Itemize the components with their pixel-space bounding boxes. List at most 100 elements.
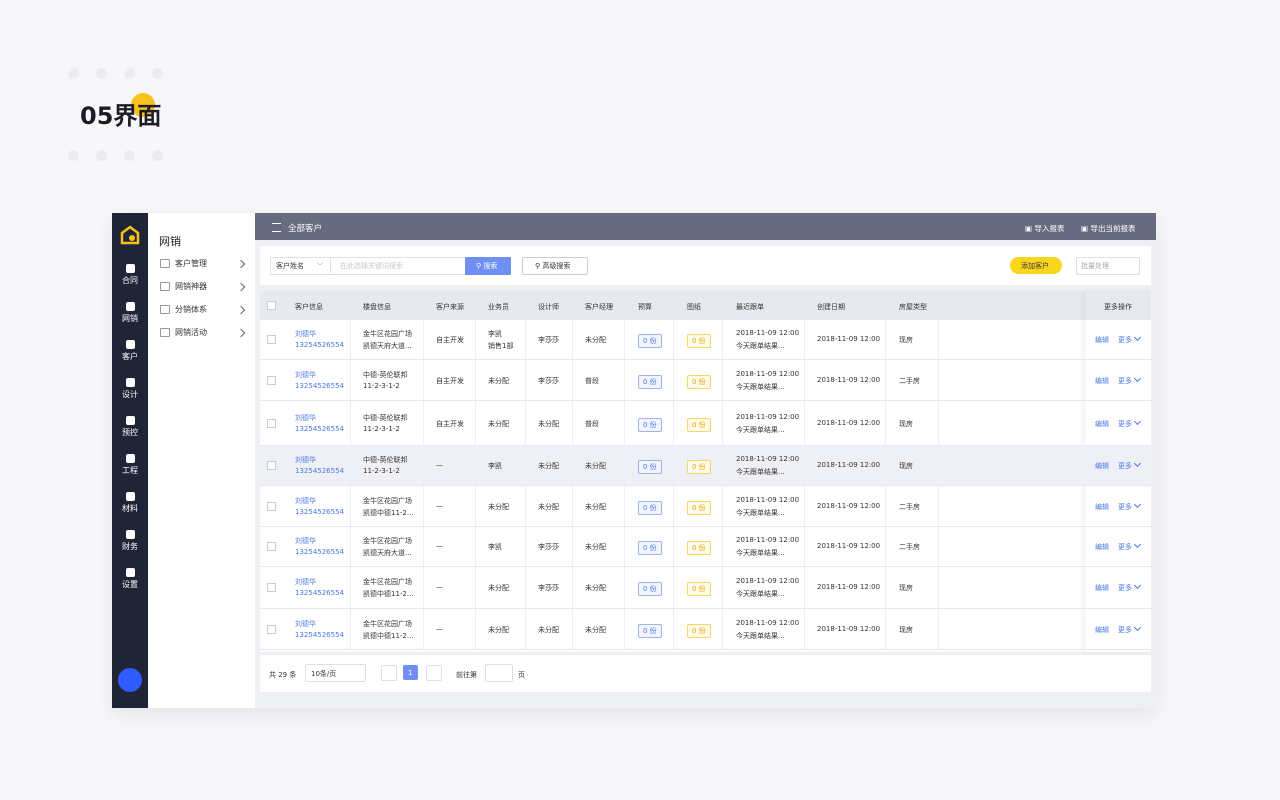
row-checkbox[interactable] (267, 542, 276, 551)
latest-follow: 今天跟单结果... (736, 468, 785, 476)
edit-link[interactable]: 编辑 (1095, 376, 1109, 385)
submenu-item[interactable]: 网销神器 (160, 281, 207, 292)
page-size-select[interactable] (305, 664, 366, 682)
next-page[interactable] (426, 665, 442, 681)
add-customer-button[interactable] (1010, 257, 1062, 274)
cell-divider (885, 486, 886, 527)
latest-follow: 2018-11-09 12:00 (736, 618, 800, 627)
more-link[interactable]: 更多 (1118, 376, 1132, 385)
row-checkbox[interactable] (267, 501, 276, 511)
property-info: 11-2-3-1-2 (363, 381, 400, 390)
property-info: 金牛区花园广场 (363, 578, 412, 586)
nav-item[interactable]: 工程 (112, 454, 148, 476)
manager: 未分配 (585, 462, 606, 470)
search-input[interactable]: 在此选择关键词搜索 (340, 262, 403, 270)
edit-link[interactable]: 编辑 (1095, 502, 1109, 511)
nav-label: 材料 (122, 504, 138, 513)
edit-link[interactable]: 编辑 (1095, 543, 1109, 551)
row-checkbox[interactable] (267, 375, 276, 385)
more-link[interactable]: 更多 (1118, 584, 1132, 592)
edit-link[interactable]: 编辑 (1095, 625, 1109, 634)
nav-item[interactable]: 客户 (112, 340, 148, 362)
logo (120, 225, 140, 245)
row-divider (260, 485, 1151, 486)
nav-item[interactable]: 设置 (112, 568, 148, 590)
advanced-search-button[interactable] (522, 257, 588, 275)
search-text: 搜索 (483, 262, 498, 270)
cell-divider (624, 609, 625, 650)
cell-divider (673, 320, 674, 360)
edit-link[interactable]: 编辑 (1095, 419, 1109, 428)
cell-divider (624, 567, 625, 609)
more-link[interactable]: 更多 (1118, 502, 1132, 511)
column-header: 图纸 (687, 303, 701, 311)
export-button[interactable]: ▣ 导出当前报表 (1081, 224, 1136, 233)
nav-item[interactable]: 网销 (112, 302, 148, 324)
submenu-item[interactable]: 分销体系 (160, 304, 207, 315)
edit-link[interactable]: 编辑 (1095, 462, 1109, 470)
nav-icon (125, 492, 135, 501)
row-checkbox[interactable] (267, 583, 276, 592)
nav-label: 网销 (122, 314, 138, 323)
nav-label: 合同 (122, 276, 138, 285)
submenu-item[interactable]: 客户管理 (160, 258, 207, 269)
cell-divider (350, 609, 351, 650)
row-checkbox[interactable] (267, 461, 276, 470)
submenu-label: 网销活动 (175, 328, 207, 337)
menu-icon[interactable] (272, 223, 281, 232)
row-checkbox[interactable] (267, 418, 276, 428)
more-link[interactable]: 更多 (1118, 336, 1132, 344)
cell-divider (350, 401, 351, 446)
more-link[interactable]: 更多 (1118, 419, 1132, 428)
more-link[interactable]: 更多 (1118, 625, 1132, 634)
salesman: 李凯 (488, 543, 502, 551)
advanced-label: ⚲ 高级搜索 (535, 262, 571, 270)
cell-divider (673, 609, 674, 650)
customer-info: 13254526554 (295, 589, 344, 597)
nav-label: 设计 (122, 390, 138, 399)
edit-link[interactable]: 编辑 (1095, 584, 1109, 592)
budget-badge: 0 份 (638, 334, 662, 348)
cell-divider (722, 446, 723, 486)
search-button[interactable] (465, 257, 511, 275)
drawings-badge: 0 份 (687, 623, 711, 638)
goto-input[interactable] (485, 664, 513, 682)
edit-link[interactable]: 编辑 (1095, 336, 1109, 344)
nav-item[interactable]: 设计 (112, 378, 148, 400)
import-button[interactable]: ▣ 导入报表 (1025, 224, 1065, 233)
cell-divider (350, 446, 351, 486)
drawings-badge: 0 份 (687, 417, 711, 432)
cell-divider (572, 486, 573, 527)
latest-follow: 今天跟单结果... (736, 631, 785, 640)
nav-item[interactable]: 合同 (112, 264, 148, 286)
drawings-badge: 0 份 (687, 500, 711, 515)
avatar[interactable] (118, 668, 142, 692)
latest-follow: 2018-11-09 12:00 (736, 577, 800, 585)
cell-divider (525, 527, 526, 567)
batch-select[interactable] (1076, 257, 1140, 275)
salesman: 未分配 (488, 625, 509, 634)
header-checkbox[interactable] (267, 301, 276, 310)
property-info: 凯德天府大道... (363, 549, 412, 557)
property-info: 11-2-3-1-2 (363, 467, 400, 475)
current-page[interactable] (403, 665, 418, 680)
more-link[interactable]: 更多 (1118, 462, 1132, 470)
prev-page[interactable] (381, 665, 397, 681)
submenu-item[interactable]: 网销活动 (160, 327, 207, 338)
row-checkbox[interactable] (267, 624, 276, 634)
nav-icon (125, 416, 135, 425)
drawings-badge: 0 份 (687, 334, 711, 348)
nav-item[interactable]: 材料 (112, 492, 148, 514)
cell-divider (938, 486, 939, 527)
nav-icon (125, 568, 135, 577)
created-date: 2018-11-09 12:00 (817, 583, 881, 591)
nav-item[interactable]: 预控 (112, 416, 148, 438)
cell-divider (624, 360, 625, 401)
search-field-select[interactable]: 客户姓名 (276, 262, 304, 270)
row-checkbox[interactable] (267, 335, 276, 344)
more-link[interactable]: 更多 (1118, 543, 1132, 551)
nav-item[interactable]: 财务 (112, 530, 148, 552)
budget-badge: 0 份 (638, 500, 662, 515)
manager: 未分配 (585, 625, 606, 634)
cell-divider (885, 401, 886, 446)
